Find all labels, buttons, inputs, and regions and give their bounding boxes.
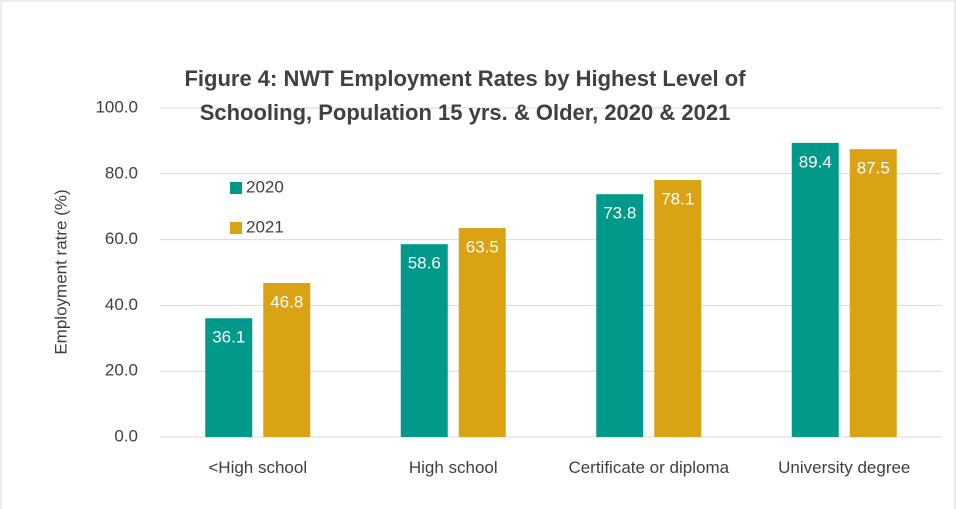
bar <box>205 318 253 437</box>
legend-swatch <box>230 222 242 234</box>
x-tick-label: <High school <box>208 458 308 477</box>
bar <box>596 194 644 437</box>
data-label: 46.8 <box>270 293 303 312</box>
y-tick-label: 0.0 <box>114 426 138 445</box>
data-label: 78.1 <box>661 190 694 209</box>
bar <box>400 244 448 437</box>
y-tick-label: 60.0 <box>105 229 138 248</box>
data-label: 36.1 <box>212 328 245 347</box>
data-label: 89.4 <box>799 152 832 171</box>
legend-swatch <box>230 182 242 194</box>
bar <box>458 228 506 437</box>
x-tick-label: Certificate or diploma <box>568 458 730 477</box>
data-label: 73.8 <box>603 204 636 223</box>
data-label: 87.5 <box>857 159 890 178</box>
chart-title: Figure 4: NWT Employment Rates by Highes… <box>184 66 746 125</box>
y-tick-label: 80.0 <box>105 163 138 182</box>
bar <box>654 180 702 437</box>
y-axis-label: Employment ratre (%) <box>51 189 70 354</box>
data-label: 58.6 <box>408 254 441 273</box>
x-tick-label: University degree <box>778 458 911 477</box>
bar <box>263 283 311 437</box>
x-tick-label: High school <box>408 458 498 477</box>
bar <box>791 142 839 437</box>
y-tick-label: 100.0 <box>95 97 138 116</box>
y-tick-label: 20.0 <box>105 361 138 380</box>
legend-label: 2020 <box>246 177 284 196</box>
bar <box>849 149 897 437</box>
legend-label: 2021 <box>246 217 284 236</box>
data-label: 63.5 <box>466 238 499 257</box>
y-tick-label: 40.0 <box>105 295 138 314</box>
